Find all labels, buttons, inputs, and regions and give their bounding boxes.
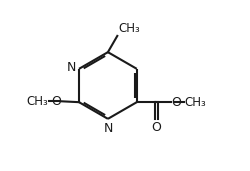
Text: N: N: [104, 122, 114, 135]
Text: O: O: [51, 95, 61, 108]
Text: CH₃: CH₃: [184, 96, 206, 109]
Text: N: N: [66, 61, 76, 75]
Text: O: O: [172, 96, 181, 109]
Text: CH₃: CH₃: [118, 22, 140, 35]
Text: CH₃: CH₃: [26, 95, 48, 108]
Text: O: O: [152, 121, 162, 134]
